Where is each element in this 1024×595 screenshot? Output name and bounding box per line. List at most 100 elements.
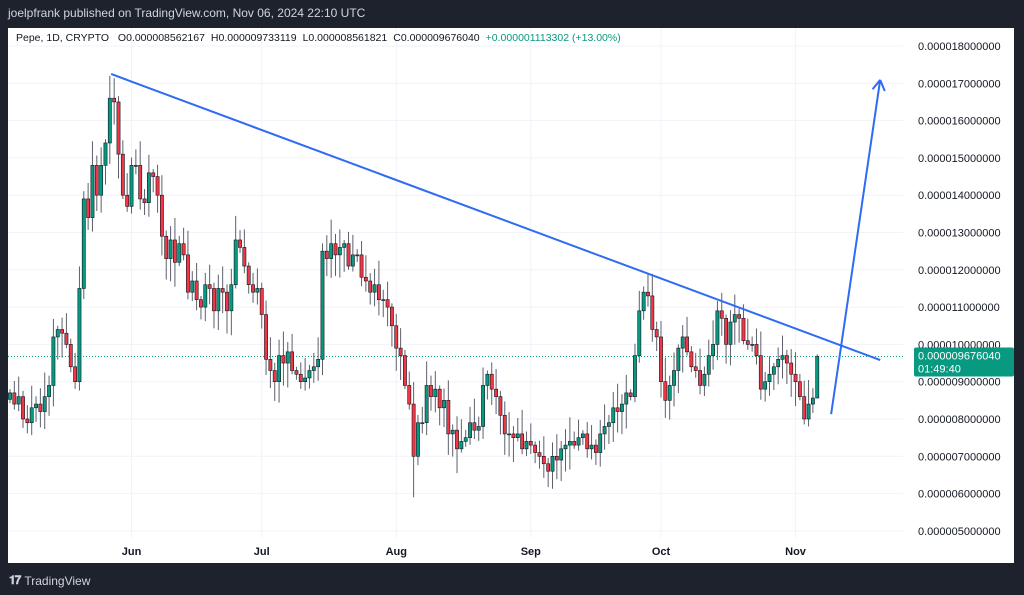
candle-up[interactable]: [424, 385, 429, 424]
candle-down[interactable]: [160, 194, 164, 237]
candle-up[interactable]: [81, 198, 86, 289]
candle-up[interactable]: [29, 407, 34, 424]
chart-panel[interactable]: 0.000005000000 0.000006000000 0.0000070000…: [8, 28, 1014, 563]
candle-up[interactable]: [177, 243, 182, 263]
candle-up[interactable]: [580, 433, 585, 438]
candle-down[interactable]: [242, 247, 247, 267]
candle-up[interactable]: [8, 392, 12, 400]
candle-down[interactable]: [94, 165, 99, 196]
candle-up[interactable]: [715, 310, 720, 345]
candle-up[interactable]: [567, 441, 572, 446]
candle-down[interactable]: [238, 239, 242, 248]
candle-up[interactable]: [763, 381, 768, 390]
candle-down[interactable]: [164, 235, 169, 259]
candle-down[interactable]: [689, 351, 694, 368]
candle-up[interactable]: [146, 172, 151, 203]
candle-up[interactable]: [233, 239, 238, 286]
candle-down[interactable]: [585, 433, 590, 450]
candle-down[interactable]: [741, 317, 746, 341]
candle-down[interactable]: [541, 455, 546, 465]
candle-up[interactable]: [680, 336, 685, 349]
candle-up[interactable]: [767, 373, 772, 382]
candle-up[interactable]: [420, 422, 425, 425]
candle-down[interactable]: [251, 284, 255, 293]
candle-up[interactable]: [624, 392, 629, 405]
candle-down[interactable]: [333, 243, 338, 256]
candle-down[interactable]: [615, 407, 620, 412]
candle-down[interactable]: [407, 385, 412, 405]
candle-up[interactable]: [776, 359, 781, 368]
candle-up[interactable]: [320, 250, 325, 360]
candle-up[interactable]: [576, 437, 581, 446]
candle-down[interactable]: [346, 243, 351, 267]
candle-down[interactable]: [125, 194, 130, 207]
candle-down[interactable]: [758, 355, 763, 390]
candle-up[interactable]: [416, 422, 420, 457]
candle-up[interactable]: [90, 165, 95, 218]
candle-up[interactable]: [255, 288, 260, 293]
candle-up[interactable]: [229, 284, 234, 312]
candle-up[interactable]: [103, 142, 108, 166]
candle-up[interactable]: [107, 97, 112, 144]
candle-down[interactable]: [294, 370, 299, 375]
candle-up[interactable]: [611, 407, 616, 424]
candle-down[interactable]: [784, 355, 789, 364]
candle-down[interactable]: [64, 332, 69, 345]
candle-down[interactable]: [212, 288, 216, 312]
candle-up[interactable]: [311, 366, 316, 371]
candle-down[interactable]: [572, 441, 577, 446]
candle-up[interactable]: [303, 377, 308, 383]
candle-down[interactable]: [12, 392, 17, 405]
symbol-label[interactable]: Pepe, 1D, CRYPTO: [16, 32, 109, 44]
candle-down[interactable]: [628, 392, 633, 397]
candle-up[interactable]: [750, 344, 755, 346]
candle-up[interactable]: [620, 403, 624, 412]
candle-up[interactable]: [485, 373, 490, 386]
candle-up[interactable]: [589, 444, 594, 450]
candle-down[interactable]: [376, 284, 381, 300]
candle-up[interactable]: [637, 310, 642, 356]
candle-up[interactable]: [598, 433, 603, 453]
candle-down[interactable]: [368, 280, 373, 293]
candle-down[interactable]: [155, 176, 160, 196]
candle-down[interactable]: [554, 455, 559, 461]
candle-up[interactable]: [316, 359, 321, 368]
candle-down[interactable]: [724, 317, 729, 345]
candle-up[interactable]: [711, 344, 715, 356]
candle-down[interactable]: [398, 347, 403, 356]
candle-down[interactable]: [719, 310, 724, 319]
candle-down[interactable]: [654, 329, 659, 338]
candle-up[interactable]: [732, 314, 737, 323]
candle-up[interactable]: [515, 433, 520, 438]
candle-down[interactable]: [268, 359, 273, 371]
candle-down[interactable]: [25, 418, 30, 424]
candle-up[interactable]: [129, 165, 134, 207]
candle-down[interactable]: [533, 444, 538, 453]
candle-up[interactable]: [216, 288, 221, 312]
candle-down[interactable]: [142, 198, 147, 203]
candle-up[interactable]: [459, 441, 464, 450]
candle-down[interactable]: [151, 172, 156, 177]
candle-up[interactable]: [342, 243, 347, 248]
candle-up[interactable]: [780, 355, 785, 360]
candle-down[interactable]: [363, 276, 368, 282]
candle-up[interactable]: [607, 422, 611, 427]
candlestick-chart[interactable]: 0.000005000000 0.000006000000 0.0000070000…: [8, 28, 1014, 563]
candle-up[interactable]: [168, 239, 173, 259]
candle-up[interactable]: [190, 280, 195, 293]
candle-down[interactable]: [502, 414, 507, 435]
candle-down[interactable]: [394, 325, 399, 349]
candle-down[interactable]: [73, 366, 78, 382]
candle-up[interactable]: [815, 356, 820, 399]
candle-up[interactable]: [16, 396, 21, 405]
candle-down[interactable]: [207, 284, 212, 289]
candle-down[interactable]: [112, 97, 117, 103]
candle-up[interactable]: [563, 444, 568, 450]
candle-down[interactable]: [403, 355, 407, 386]
candle-up[interactable]: [372, 284, 377, 293]
candle-up[interactable]: [633, 355, 637, 397]
candle-down[interactable]: [789, 362, 794, 375]
candle-up[interactable]: [55, 329, 60, 338]
candle-up[interactable]: [337, 247, 342, 256]
candle-down[interactable]: [646, 291, 650, 297]
